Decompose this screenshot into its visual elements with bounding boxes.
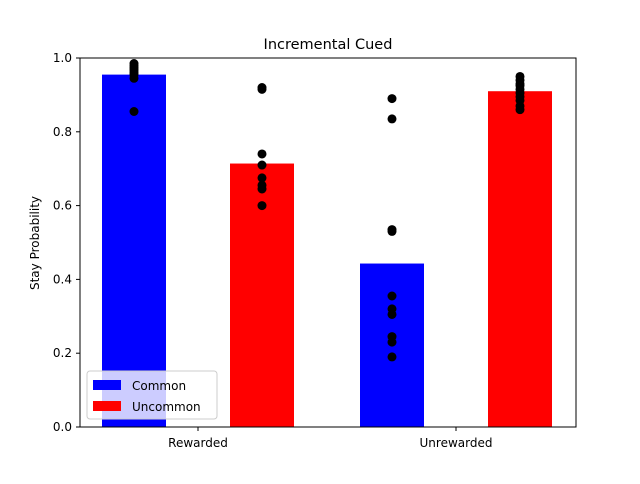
data-point-common-rewarded-8: [129, 107, 139, 117]
data-point-common-unrewarded-4: [387, 291, 397, 301]
chart-title: Incremental Cued: [264, 37, 393, 53]
data-point-uncommon-rewarded-6: [257, 184, 267, 194]
data-point-uncommon-rewarded-3: [257, 160, 267, 170]
legend-swatch-uncommon: [93, 401, 121, 411]
data-point-uncommon-rewarded-1: [257, 84, 267, 94]
plot-area: 0.0 0.2 0.4 0.6 0.8 1.0 Rewarded Unrewarded: [53, 51, 577, 450]
legend-swatch-common: [93, 380, 121, 390]
data-point-uncommon-unrewarded-9: [515, 105, 525, 115]
y-axis-label: Stay Probability: [28, 196, 42, 290]
bar-uncommon-unrewarded: [488, 91, 552, 428]
legend-label-common: Common: [132, 379, 186, 393]
data-point-common-unrewarded-0: [387, 94, 397, 104]
axes-frame: [79, 57, 577, 428]
data-point-common-rewarded-7: [129, 73, 139, 83]
data-point-common-unrewarded-3: [387, 226, 397, 236]
y-tick-label-1: 0.2: [53, 346, 72, 360]
data-point-uncommon-rewarded-2: [257, 149, 267, 159]
y-tick-label-4: 0.8: [53, 125, 72, 139]
data-point-uncommon-rewarded-4: [257, 173, 267, 183]
x-tick-label-rewarded: Rewarded: [168, 436, 228, 450]
y-tick-label-2: 0.4: [53, 272, 72, 286]
legend: Common Uncommon: [86, 370, 218, 420]
data-point-common-unrewarded-9: [387, 352, 397, 362]
y-tick-label-5: 1.0: [53, 51, 72, 65]
data-point-common-unrewarded-6: [387, 309, 397, 319]
y-tick-label-3: 0.6: [53, 199, 72, 213]
y-tick-label-0: 0.0: [53, 420, 72, 434]
data-point-uncommon-rewarded-7: [257, 201, 267, 211]
data-point-common-unrewarded-1: [387, 114, 397, 124]
x-tick-label-unrewarded: Unrewarded: [420, 436, 493, 450]
data-point-common-unrewarded-8: [387, 337, 397, 347]
bar-common-rewarded: [102, 74, 166, 427]
legend-label-uncommon: Uncommon: [132, 400, 201, 414]
